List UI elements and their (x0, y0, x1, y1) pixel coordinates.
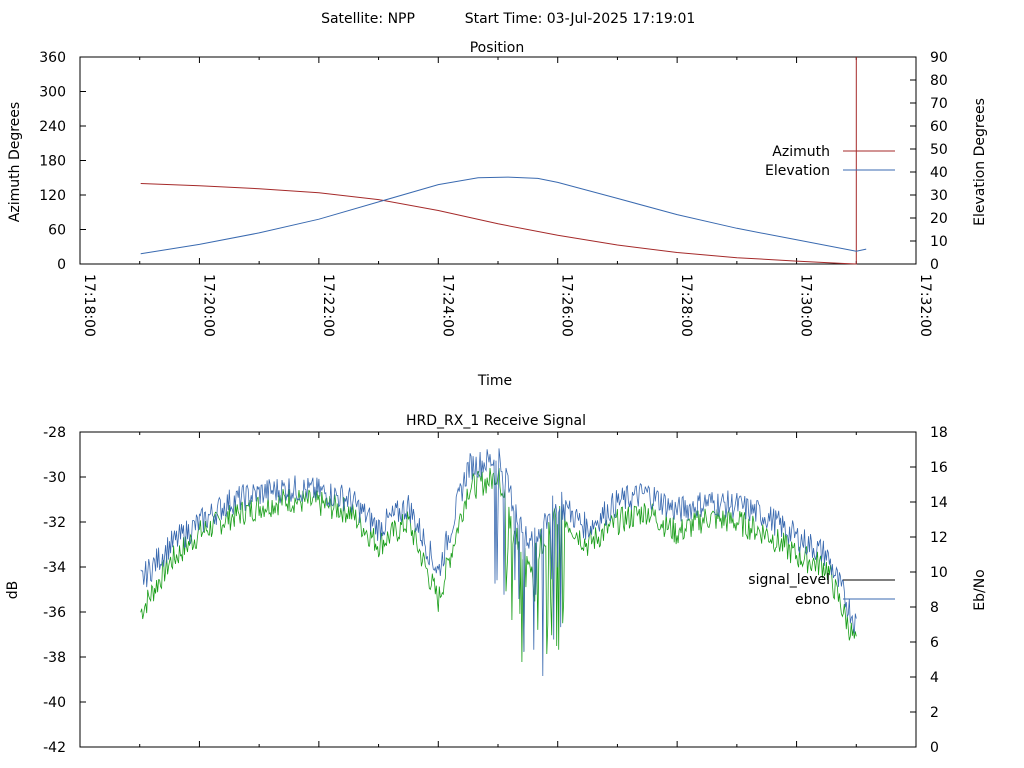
signal-y2-tick-label-4: 8 (930, 600, 939, 616)
signal-y2-tick-label-1: 2 (930, 705, 939, 721)
azimuth-line (140, 57, 857, 265)
signal-y2-tick-label-0: 0 (930, 740, 939, 756)
position-chart: Position 0 60 120 180 240 300 360 0 10 20 30 40 50 6… (7, 40, 988, 389)
position-xtick-label-7: 17:32:00 (917, 274, 933, 337)
position-y-tick-label-5: 300 (39, 85, 66, 101)
legend-azimuth-label: Azimuth (772, 144, 830, 160)
elevation-line (140, 176, 867, 255)
signal-y2-tick-label-3: 6 (930, 635, 939, 651)
position-y-tick-label-1: 60 (48, 223, 66, 239)
header-start-time: Start Time: 03-Jul-2025 17:19:01 (465, 11, 696, 27)
legend-signal-level-label: signal_level (748, 572, 830, 588)
position-y2-tick-label-2: 20 (930, 211, 948, 227)
position-y2-tick-label-0: 0 (930, 257, 939, 273)
position-y-tick-label-2: 120 (39, 188, 66, 204)
signal-y2-tick-label-2: 4 (930, 670, 939, 686)
position-xtick-label-4: 17:26:00 (559, 274, 575, 337)
signal-y-tick-label-7: -28 (43, 425, 66, 441)
position-y-tick-label-0: 0 (57, 257, 66, 273)
position-y2-tick-label-5: 50 (930, 142, 948, 158)
position-xtick-label-0: 17:18:00 (81, 274, 97, 337)
position-legend: Azimuth Elevation (765, 144, 895, 179)
signal-y-tick-label-5: -32 (43, 515, 66, 531)
signal-legend: signal_level ebno (748, 572, 895, 608)
position-y-tick-label-3: 180 (39, 154, 66, 170)
header-satellite: Satellite: NPP (321, 11, 415, 27)
position-xtick-label-3: 17:24:00 (439, 274, 455, 337)
position-y2-tick-label-1: 10 (930, 234, 948, 250)
position-plot-frame (79, 56, 917, 265)
signal-y2label: Eb/No (972, 569, 988, 611)
position-y-tick-label-6: 360 (39, 50, 66, 66)
position-y-tick-label-4: 240 (39, 119, 66, 135)
position-y2-tick-label-3: 30 (930, 188, 948, 204)
signal-y-tick-label-1: -40 (43, 695, 66, 711)
position-y2-tick-label-9: 90 (930, 50, 948, 66)
position-y2-tick-label-7: 70 (930, 96, 948, 112)
signal-ylabel: dB (5, 581, 21, 600)
position-y2label: Elevation Degrees (972, 98, 988, 226)
signal-chart-title: HRD_RX_1 Receive Signal (406, 413, 586, 429)
signal-chart: HRD_RX_1 Receive Signal -42 -40 -38 -36 -34 -… (5, 413, 988, 756)
signal-plot-frame (79, 431, 917, 748)
legend-ebno-label: ebno (795, 592, 830, 608)
position-xtick-label-6: 17:30:00 (798, 274, 814, 337)
signal-y-tick-label-4: -34 (43, 560, 66, 576)
signal-y-tick-label-3: -36 (43, 605, 66, 621)
signal-y2-tick-label-5: 10 (930, 565, 948, 581)
legend-elevation-label: Elevation (765, 163, 830, 179)
signal-y-tick-label-6: -30 (43, 470, 66, 486)
position-y2-tick-label-6: 60 (930, 119, 948, 135)
position-xtick-label-5: 17:28:00 (678, 274, 694, 337)
position-y2-tick-label-4: 40 (930, 165, 948, 181)
position-xtick-label-1: 17:20:00 (200, 274, 216, 337)
position-ylabel: Azimuth Degrees (7, 102, 23, 222)
position-xlabel: Time (477, 373, 512, 389)
signal-y2-tick-label-7: 14 (930, 495, 948, 511)
signal-y2-tick-label-9: 18 (930, 425, 948, 441)
position-xtick-label-2: 17:22:00 (320, 274, 336, 337)
signal-y2-tick-label-6: 12 (930, 530, 948, 546)
ebno-line (140, 448, 857, 677)
position-y2-tick-label-8: 80 (930, 73, 948, 89)
signal-y-tick-label-0: -42 (43, 740, 66, 756)
signal-y2-tick-label-8: 16 (930, 460, 948, 476)
position-chart-title: Position (470, 40, 525, 56)
signal-y-tick-label-2: -38 (43, 650, 66, 666)
